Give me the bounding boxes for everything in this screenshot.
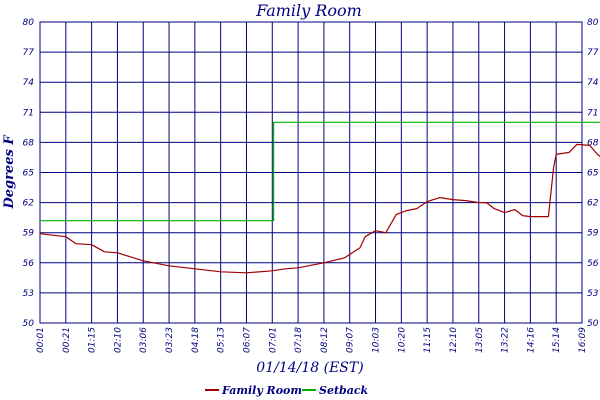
grid bbox=[39, 21, 583, 324]
y-tick-label: 53 bbox=[23, 289, 35, 299]
y-tick-label-right: 68 bbox=[587, 138, 599, 148]
y-tick-labels-right: 50 53 56 59 62 65 68 71 74 77 80 bbox=[587, 18, 599, 329]
series-line bbox=[39, 143, 600, 274]
legend: Family Room Setback bbox=[205, 384, 369, 397]
y-tick-label-right: 62 bbox=[587, 199, 599, 209]
x-tick-labels: 00:01 00:21 01:15 02:10 03:06 03:23 04:18 05:13… bbox=[36, 327, 588, 353]
x-tick-label: 00:01 bbox=[36, 327, 46, 353]
y-tick-label-right: 56 bbox=[587, 259, 599, 269]
series-line bbox=[40, 121, 600, 222]
y-tick-labels-left: 50 53 56 59 62 65 68 71 74 77 80 bbox=[23, 18, 35, 329]
x-tick-label: 11:15 bbox=[423, 327, 433, 353]
y-tick-label-right: 59 bbox=[587, 229, 599, 239]
chart-title: Family Room bbox=[255, 1, 362, 20]
y-tick-label: 77 bbox=[23, 48, 35, 58]
series-lines bbox=[39, 121, 600, 274]
y-tick-label: 80 bbox=[23, 18, 35, 28]
y-tick-label: 50 bbox=[23, 319, 35, 329]
x-tick-label: 03:23 bbox=[165, 327, 175, 353]
y-tick-label: 59 bbox=[23, 229, 35, 239]
x-tick-label: 09:07 bbox=[346, 327, 356, 353]
plot-frame bbox=[39, 21, 583, 324]
y-tick-label: 68 bbox=[23, 138, 35, 148]
y-tick-label: 56 bbox=[23, 259, 35, 269]
x-tick-label: 02:10 bbox=[113, 327, 123, 353]
y-tick-label-right: 77 bbox=[587, 48, 599, 58]
y-tick-label-right: 65 bbox=[587, 169, 599, 179]
x-tick-label: 14:16 bbox=[526, 327, 536, 353]
y-tick-label-right: 74 bbox=[587, 78, 599, 88]
x-tick-label: 10:03 bbox=[372, 327, 382, 353]
y-tick-label: 62 bbox=[23, 199, 35, 209]
x-axis-label: 01/14/18 (EST) bbox=[256, 360, 363, 376]
y-tick-label: 65 bbox=[23, 169, 35, 179]
x-tick-label: 15:14 bbox=[552, 327, 562, 353]
x-tick-label: 04:18 bbox=[191, 327, 201, 353]
x-tick-label: 00:21 bbox=[62, 327, 72, 353]
x-tick-label: 01:15 bbox=[88, 327, 98, 353]
x-tick-label: 16:09 bbox=[578, 327, 588, 353]
x-tick-label: 13:05 bbox=[475, 327, 485, 353]
y-tick-label-right: 71 bbox=[587, 108, 598, 118]
y-tick-label-right: 50 bbox=[587, 319, 599, 329]
legend-label: Setback bbox=[319, 384, 369, 397]
y-tick-label-right: 53 bbox=[587, 289, 599, 299]
x-tick-label: 07:18 bbox=[294, 327, 304, 353]
y-tick-label-right: 80 bbox=[587, 18, 599, 28]
x-tick-label: 08:12 bbox=[320, 327, 330, 353]
x-tick-label: 03:06 bbox=[139, 327, 149, 353]
x-tick-label: 13:22 bbox=[501, 327, 511, 353]
x-tick-label: 06:07 bbox=[242, 327, 252, 353]
legend-label: Family Room bbox=[221, 384, 302, 397]
y-tick-label: 74 bbox=[23, 78, 35, 88]
y-tick-label: 71 bbox=[23, 108, 34, 118]
y-axis-label: Degrees F bbox=[2, 135, 17, 210]
x-tick-label: 07:01 bbox=[268, 327, 278, 353]
x-tick-label: 12:10 bbox=[449, 327, 459, 353]
x-tick-label: 05:13 bbox=[217, 327, 227, 353]
x-tick-label: 10:20 bbox=[397, 327, 407, 353]
